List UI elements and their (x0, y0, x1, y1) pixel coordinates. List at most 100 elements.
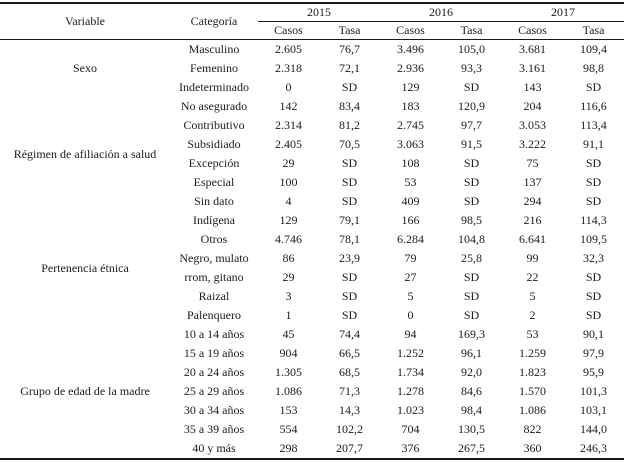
table-row: Excepción 29 SD 108 SD 75 SD (0, 154, 624, 173)
cell-value: 29 (282, 156, 295, 170)
header-categoria: Categoría (170, 3, 258, 40)
cell-value: 0 (285, 80, 292, 94)
cell-value: SD (341, 80, 358, 94)
header-year-2017: 2017 (502, 3, 624, 22)
table-row: Grupo de edad de la madre 10 a 14 años 45 7… (0, 325, 624, 398)
table-row: 25 a 29 años 1.086 71,3 1.278 84,6 1.570 101,3 (0, 382, 624, 401)
cell-categoria: Contributivo (183, 118, 245, 132)
cell-value: SD (585, 270, 602, 284)
cell-categoria: Negro, mulato (179, 251, 249, 265)
cell-categoria: Femenino (190, 61, 238, 75)
cell-value: 98,8 (583, 61, 604, 75)
cell-value: 1.086 (519, 403, 546, 417)
cell-value: SD (463, 270, 480, 284)
cell-variable: Sexo (73, 61, 97, 75)
cell-value: 822 (523, 422, 542, 436)
cell-value: 27 (404, 270, 417, 284)
cell-value: 22 (526, 270, 539, 284)
cell-value: 105,0 (458, 42, 485, 56)
cell-categoria: Especial (193, 175, 235, 189)
cell-value: SD (463, 194, 480, 208)
cell-value: 53 (526, 327, 539, 341)
cell-value: 79 (404, 251, 417, 265)
cell-value: 29 (282, 270, 295, 284)
table-row: rrom, gitano 29 SD 27 SD 22 SD (0, 268, 624, 287)
cell-categoria: Raizal (198, 289, 230, 303)
cell-value: 103,1 (580, 403, 607, 417)
cell-categoria: Otros (200, 232, 228, 246)
cell-value: 14,3 (339, 403, 360, 417)
cell-value: 6.284 (397, 232, 424, 246)
table-row: Contributivo 2.314 81,2 2.745 97,7 3.053 113,4 (0, 116, 624, 135)
cell-value: 97,7 (461, 118, 482, 132)
cell-categoria: 40 y más (192, 441, 236, 455)
cell-value: 704 (401, 422, 420, 436)
cell-value: 207,7 (336, 441, 363, 455)
cell-value: SD (341, 270, 358, 284)
cell-value: SD (585, 308, 602, 322)
cell-value: 93,3 (461, 61, 482, 75)
cell-value: SD (463, 175, 480, 189)
table-row: 40 y más 298 207,7 376 267,5 360 246,3 (0, 439, 624, 459)
cell-value: 1.252 (397, 346, 424, 360)
cell-value: 76,7 (339, 42, 360, 56)
cell-value: 81,2 (339, 118, 360, 132)
cell-categoria: 25 a 29 años (183, 384, 245, 398)
cell-value: 100 (279, 175, 298, 189)
cell-value: 97,9 (583, 346, 604, 360)
cell-value: 86 (282, 251, 295, 265)
cell-categoria: Indígena (193, 213, 235, 227)
table-row: Indeterminado 0 SD 129 SD 143 SD (0, 78, 624, 97)
cell-value: SD (463, 156, 480, 170)
cell-value: 95,9 (583, 365, 604, 379)
table-row: Régimen de afiliación a salud No asegurad… (0, 97, 624, 161)
cell-value: 45 (282, 327, 295, 341)
cell-value: SD (463, 289, 480, 303)
cell-categoria: 30 a 34 años (183, 403, 245, 417)
header-casos-2016: Casos (380, 21, 441, 40)
cell-value: 169,3 (458, 327, 485, 341)
cell-variable: Régimen de afiliación a salud (13, 146, 157, 161)
cell-value: SD (341, 156, 358, 170)
cell-value: 5 (529, 289, 536, 303)
header-casos-2017: Casos (502, 21, 563, 40)
table-body: Sexo Masculino 2.605 76,7 3.496 105,0 3.681 109… (0, 40, 624, 460)
cell-value: 2.745 (397, 118, 424, 132)
cell-value: 2.605 (275, 42, 302, 56)
header-variable: Variable (0, 3, 170, 40)
cell-value: 3.681 (519, 42, 546, 56)
cell-categoria: Palenquero (187, 308, 241, 322)
cell-value: SD (585, 289, 602, 303)
cell-value: 409 (401, 194, 420, 208)
cell-value: 2 (529, 308, 536, 322)
cell-value: 246,3 (580, 441, 607, 455)
cell-value: 109,5 (580, 232, 607, 246)
cell-value: SD (585, 175, 602, 189)
cell-categoria: Subsidiado (187, 137, 241, 151)
cell-value: 84,6 (461, 384, 482, 398)
cell-value: 109,4 (580, 42, 607, 56)
cell-value: 92,0 (461, 365, 482, 379)
cell-value: 23,9 (339, 251, 360, 265)
cell-value: 114,3 (580, 213, 607, 227)
table-row: Negro, mulato 86 23,9 79 25,8 99 32,3 (0, 249, 624, 268)
cell-value: 129 (401, 80, 420, 94)
cell-value: 1.305 (275, 365, 302, 379)
cell-value: 2.936 (397, 61, 424, 75)
cell-categoria: Indeterminado (179, 80, 249, 94)
cell-value: 1.278 (397, 384, 424, 398)
cell-variable: Pertenencia étnica (41, 260, 129, 275)
table-row: Pertenencia étnica Indígena 129 79,1 166 98,5… (0, 211, 624, 275)
cell-value: 904 (279, 346, 298, 360)
cell-value: 267,5 (458, 441, 485, 455)
cell-value: 108 (401, 156, 420, 170)
table-row: Sexo Masculino 2.605 76,7 3.496 105,0 3.681 109… (0, 40, 624, 75)
cell-value: SD (463, 308, 480, 322)
cell-value: 53 (404, 175, 417, 189)
cell-value: 143 (523, 80, 542, 94)
header-tasa-2016: Tasa (441, 21, 502, 40)
cell-value: 113,4 (580, 118, 607, 132)
cell-value: 96,1 (461, 346, 482, 360)
cell-value: 104,8 (458, 232, 485, 246)
